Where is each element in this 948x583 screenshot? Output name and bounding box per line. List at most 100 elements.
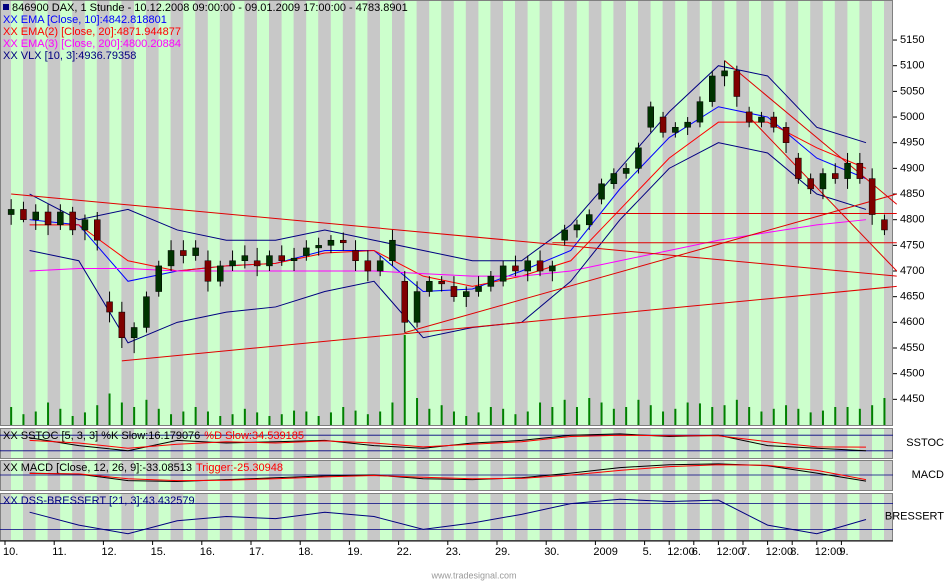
session-stripe: [306, 0, 319, 425]
candle-body: [672, 127, 679, 133]
session-stripe: [84, 493, 97, 540]
session-stripe: [109, 493, 122, 540]
volume-bar: [735, 399, 738, 425]
candle-body: [94, 219, 101, 241]
volume-bar: [391, 402, 394, 425]
candle-body: [807, 178, 814, 190]
session-stripe: [601, 0, 614, 425]
candle-body: [253, 260, 261, 267]
session-stripe: [822, 0, 835, 425]
candle-body: [241, 255, 249, 261]
session-stripe: [576, 493, 589, 540]
volume-bar: [637, 399, 640, 425]
x-tick-label: 6.: [692, 546, 701, 558]
session-stripe: [134, 0, 146, 425]
chart-title: 846900 DAX, 1 Stunde - 10.12.2008 09:00:…: [12, 2, 408, 14]
session-stripe: [429, 493, 442, 540]
candle-body: [499, 265, 507, 282]
x-tick-label: 12:00: [815, 546, 843, 558]
x-tick-label: 19.: [347, 546, 362, 558]
volume-bar: [182, 411, 185, 425]
candle-body: [143, 296, 150, 328]
panel-label: SSTOC: [906, 437, 944, 449]
volume-bar: [588, 398, 591, 425]
volume-bar: [858, 408, 861, 425]
candle-body: [512, 265, 519, 272]
y-tick-label: 5000: [900, 111, 924, 123]
indicator-line: [29, 464, 867, 482]
session-stripe: [650, 493, 663, 540]
candle-body: [770, 116, 777, 128]
indicator-line: [29, 463, 867, 483]
session-stripe: [822, 428, 835, 458]
session-stripe: [478, 493, 491, 540]
legend-entry: Trigger:-25.30948: [196, 462, 283, 474]
session-stripe: [257, 0, 269, 425]
volume-bar: [514, 414, 517, 425]
candle-body: [266, 255, 273, 267]
session-stripe: [281, 493, 294, 540]
x-tick-label: 29.: [495, 546, 510, 558]
volume-bar: [280, 414, 283, 425]
volume-bar: [206, 411, 209, 425]
session-stripe: [798, 428, 811, 458]
panel-label: BRESSERT: [885, 510, 944, 522]
trendline: [404, 193, 897, 334]
candle-body: [610, 173, 618, 185]
session-stripe: [724, 0, 737, 425]
session-stripe: [576, 428, 589, 458]
volume-bar: [797, 408, 800, 425]
candle-body: [758, 116, 765, 123]
session-stripe: [478, 0, 491, 425]
candle-body: [573, 224, 581, 231]
session-stripe: [724, 428, 737, 458]
session-stripe: [798, 493, 811, 540]
candle-body: [327, 239, 335, 246]
volume-bar: [489, 407, 492, 425]
candle-body: [57, 211, 64, 226]
candle-body: [32, 211, 39, 220]
volume-bar: [317, 416, 320, 425]
panel-border: [0, 428, 893, 459]
volume-bar: [477, 412, 480, 425]
panel-bg: [0, 493, 893, 540]
indicator-line: [29, 434, 867, 449]
volume-bar: [83, 412, 86, 425]
x-tick-label: 30.: [544, 546, 559, 558]
legend-entry: XX VLX [10, 3]:4936.79358: [3, 50, 136, 62]
x-tick-label: 12:00: [667, 546, 695, 558]
session-stripe: [330, 493, 343, 540]
candle-body: [389, 239, 396, 261]
volume-bar: [157, 408, 160, 425]
volume-bar: [293, 410, 296, 425]
volume-bar: [416, 398, 419, 425]
candle-body: [524, 260, 531, 272]
volume-bar: [243, 408, 246, 425]
session-stripe: [306, 428, 319, 458]
session-stripe: [158, 493, 171, 540]
session-stripe: [847, 0, 860, 425]
volume-bar: [748, 407, 751, 425]
volume-bar: [428, 408, 431, 425]
volume-bar: [219, 416, 222, 425]
session-stripe: [724, 493, 737, 540]
legend-entry: XX EMA(3) [Close, 200]:4800.20884: [3, 38, 181, 50]
x-tick-label: 15.: [151, 546, 166, 558]
panel-border: [0, 0, 893, 426]
session-stripe: [626, 493, 638, 540]
candle-body: [130, 327, 138, 338]
candle-body: [204, 260, 212, 282]
session-stripe: [84, 0, 97, 425]
session-stripe: [158, 0, 171, 425]
volume-bar: [563, 399, 566, 425]
legend-entry: XX EMA(2) [Close, 20]:4871.944877: [3, 26, 181, 38]
session-stripe: [601, 493, 614, 540]
candle-body: [819, 173, 827, 190]
session-stripe: [35, 0, 48, 425]
volume-bar: [194, 407, 197, 425]
candle-body: [635, 147, 642, 169]
indicator-line: [29, 142, 867, 344]
session-stripe: [847, 428, 860, 458]
session-stripe: [380, 0, 392, 425]
volume-bar: [821, 410, 824, 425]
